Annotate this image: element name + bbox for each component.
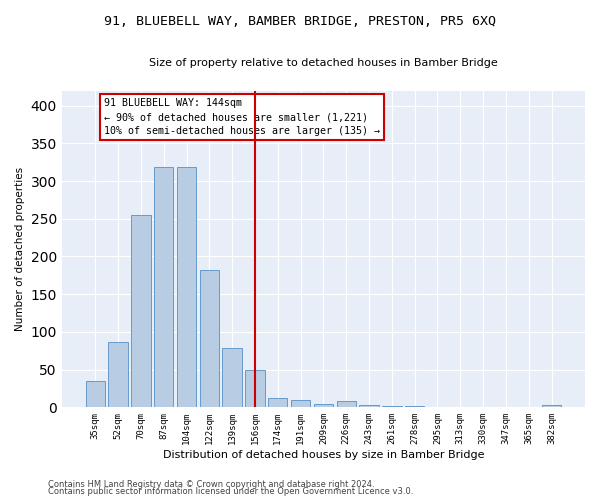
Text: 91, BLUEBELL WAY, BAMBER BRIDGE, PRESTON, PR5 6XQ: 91, BLUEBELL WAY, BAMBER BRIDGE, PRESTON… bbox=[104, 15, 496, 28]
Bar bbox=[428, 406, 447, 408]
Text: Contains public sector information licensed under the Open Government Licence v3: Contains public sector information licen… bbox=[48, 488, 413, 496]
X-axis label: Distribution of detached houses by size in Bamber Bridge: Distribution of detached houses by size … bbox=[163, 450, 484, 460]
Bar bbox=[177, 168, 196, 408]
Bar bbox=[86, 381, 105, 407]
Text: 91 BLUEBELL WAY: 144sqm
← 90% of detached houses are smaller (1,221)
10% of semi: 91 BLUEBELL WAY: 144sqm ← 90% of detache… bbox=[104, 98, 380, 136]
Bar bbox=[131, 215, 151, 408]
Bar bbox=[268, 398, 287, 407]
Bar bbox=[382, 406, 401, 407]
Bar bbox=[109, 342, 128, 407]
Y-axis label: Number of detached properties: Number of detached properties bbox=[15, 167, 25, 331]
Bar bbox=[154, 168, 173, 408]
Bar bbox=[200, 270, 219, 407]
Text: Contains HM Land Registry data © Crown copyright and database right 2024.: Contains HM Land Registry data © Crown c… bbox=[48, 480, 374, 489]
Bar bbox=[245, 370, 265, 408]
Bar bbox=[542, 405, 561, 407]
Bar bbox=[223, 348, 242, 408]
Title: Size of property relative to detached houses in Bamber Bridge: Size of property relative to detached ho… bbox=[149, 58, 498, 68]
Bar bbox=[359, 405, 379, 407]
Bar bbox=[291, 400, 310, 407]
Bar bbox=[473, 406, 493, 408]
Bar bbox=[451, 406, 470, 408]
Bar bbox=[314, 404, 333, 407]
Bar bbox=[337, 402, 356, 407]
Bar bbox=[405, 406, 424, 407]
